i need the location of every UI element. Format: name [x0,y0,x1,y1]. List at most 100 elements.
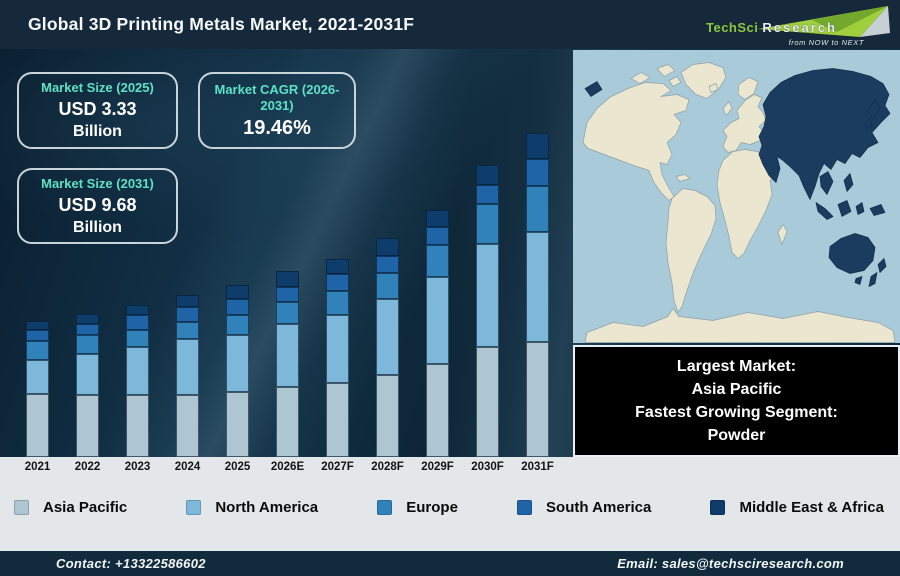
legend-label: South America [546,499,652,516]
x-axis-label-2024: 2024 [174,461,201,473]
map-australia-highlight [828,233,876,274]
stat-box-market-size-2031: Market Size (2031) USD 9.68 Billion [17,168,178,244]
x-axis-label-2025: 2025 [224,461,251,473]
bar-segment-north-america [476,244,499,347]
bar-segment-asia-pacific [326,383,349,457]
bar-segment-middle-east-africa [126,305,149,315]
bar-segment-europe [476,204,499,244]
bar-2022 [76,314,99,457]
x-axis-label-2028F: 2028F [371,461,404,473]
callout-line: Powder [707,427,766,444]
logo-brand-primary: TechSci [706,19,759,35]
header: Global 3D Printing Metals Market, 2021-2… [0,0,900,49]
axis-legend-strip: 2021 2022 2023 2024 2025 2026E 2027F 2028F 2029F… [0,457,900,551]
bar-segment-south-america [226,299,249,315]
bar-2026E [276,271,299,457]
bar-2030F [476,165,499,457]
footer-contact: Contact: +13322586602 [56,556,206,571]
world-map-panel [573,50,900,343]
bars-layer [0,49,573,457]
x-axis-label-2029F: 2029F [421,461,454,473]
stat-box-market-cagr: Market CAGR (2026-2031) 19.46% [198,72,356,149]
map-europe [722,94,767,153]
bar-segment-asia-pacific [26,394,49,457]
bar-segment-middle-east-africa [376,238,399,256]
bar-segment-south-america [276,287,299,302]
stat-value: 19.46% [243,116,311,139]
bar-segment-north-america [26,360,49,394]
callout-line: Asia Pacific [691,381,782,398]
x-axis-label-2026E: 2026E [270,461,305,473]
callout-line: Largest Market: [676,358,797,375]
page-title: Global 3D Printing Metals Market, 2021-2… [28,14,415,34]
stat-unit: Billion [73,123,122,140]
bar-segment-south-america [126,315,149,330]
x-axis-label-2022: 2022 [74,461,101,473]
stat-value: USD 3.33 [58,99,137,119]
legend-item-europe: Europe [377,499,458,516]
bar-segment-middle-east-africa [426,210,449,227]
bar-segment-europe [76,335,99,354]
bar-segment-asia-pacific [226,392,249,457]
logo-brand-secondary: Research [762,19,837,35]
bar-segment-south-america [526,159,549,186]
map-south-america [665,188,717,313]
bar-2021 [26,321,49,457]
bar-2029F [426,210,449,457]
map-north-america [582,82,690,201]
bar-segment-europe [376,273,399,299]
bar-segment-middle-east-africa [276,271,299,287]
footer-email: Email: sales@techsciresearch.com [617,556,844,571]
logo-arrow-icon [758,5,890,37]
world-map [573,50,900,343]
legend-item-middle-east-africa: Middle East & Africa [710,499,884,516]
footer: Contact: +13322586602 Email: sales@techs… [0,551,900,576]
bar-segment-middle-east-africa [326,259,349,274]
x-axis-label-2023: 2023 [124,461,151,473]
bar-segment-south-america [176,307,199,322]
bar-segment-asia-pacific [476,347,499,457]
legend-label: Europe [406,499,458,516]
bar-segment-north-america [526,232,549,342]
chart-region: Market Size (2025) USD 3.33 Billion Mark… [0,49,900,457]
legend-swatch [517,500,533,515]
bar-segment-south-america [326,274,349,291]
bar-segment-south-america [476,185,499,204]
legend-item-asia-pacific: Asia Pacific [14,499,127,516]
bar-segment-asia-pacific [176,395,199,457]
legend-label: Asia Pacific [43,499,128,516]
bar-segment-south-america [26,330,49,341]
bar-2028F [376,238,399,457]
legend-item-south-america: South America [517,499,651,516]
map-asia-highlight [758,68,891,200]
x-axis-label-2027F: 2027F [321,461,354,473]
legend-label: Middle East & Africa [739,499,884,516]
x-axis-label-2021: 2021 [24,461,51,473]
x-axis-label-2030F: 2030F [471,461,504,473]
stat-label: Market CAGR (2026-2031) [214,81,340,113]
chart-legend: Asia Pacific North America Europe South Ame… [0,483,900,516]
legend-swatch [710,500,726,515]
bar-segment-asia-pacific [276,387,299,457]
stat-box-market-size-2025: Market Size (2025) USD 3.33 Billion [17,72,178,149]
stat-value: USD 9.68 [58,194,137,215]
bar-segment-europe [126,330,149,347]
bar-segment-south-america [76,324,99,335]
bar-segment-asia-pacific [426,364,449,457]
bar-segment-asia-pacific [76,395,99,457]
bar-segment-north-america [226,335,249,392]
bar-segment-europe [526,186,549,232]
bar-2031F [526,133,549,457]
bar-segment-europe [276,302,299,324]
bar-segment-europe [176,322,199,339]
bar-segment-middle-east-africa [226,285,249,299]
bar-segment-middle-east-africa [26,321,49,330]
bar-segment-north-america [176,339,199,395]
bar-segment-asia-pacific [376,375,399,457]
bar-2025 [226,285,249,457]
callout-box: Largest Market: Asia Pacific Fastest Gro… [573,345,900,457]
bar-segment-middle-east-africa [476,165,499,185]
x-axis-labels: 2021 2022 2023 2024 2025 2026E 2027F 2028F 2029F… [0,457,900,483]
x-axis-label-2031F: 2031F [521,461,554,473]
